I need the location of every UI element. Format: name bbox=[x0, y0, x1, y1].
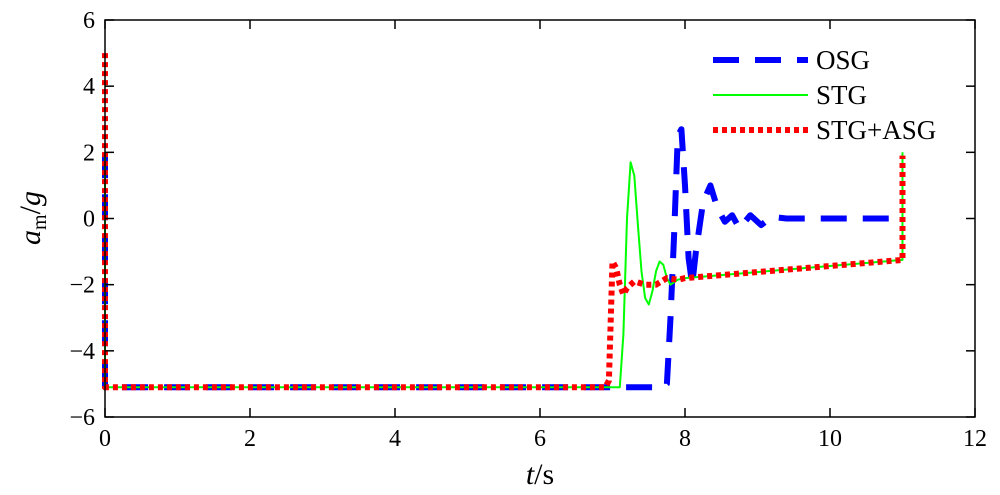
series-line-osg bbox=[102, 126, 903, 391]
y-tick-label: 6 bbox=[83, 8, 95, 34]
y-tick-label: 4 bbox=[83, 74, 95, 100]
x-tick-label: 10 bbox=[818, 426, 842, 452]
legend-label: STG bbox=[816, 80, 867, 110]
x-tick-label: 6 bbox=[534, 426, 546, 452]
legend: OSG STG STG+ASG bbox=[713, 45, 936, 145]
x-axis-label: t/s bbox=[526, 458, 554, 491]
x-axis-label-var: t bbox=[526, 458, 535, 491]
y-axis-label-sub: m bbox=[29, 214, 51, 230]
y-axis-label: am/g bbox=[14, 191, 51, 245]
legend-label: OSG bbox=[816, 45, 870, 75]
y-tick-label: 0 bbox=[83, 207, 95, 233]
x-tick-label: 2 bbox=[244, 426, 256, 452]
x-tick-label: 12 bbox=[963, 426, 987, 452]
y-tick-label: −6 bbox=[69, 405, 95, 431]
y-axis-label-slash: / bbox=[14, 205, 47, 214]
y-tick-label: −4 bbox=[69, 339, 95, 365]
y-axis-label-a: a bbox=[14, 230, 47, 245]
ticks-layer: 0 2 4 6 8 10 12 −6 −4 −2 0 2 4 6 bbox=[69, 8, 987, 452]
x-tick-label: 8 bbox=[679, 426, 691, 452]
legend-label: STG+ASG bbox=[816, 115, 936, 145]
y-tick-label: 2 bbox=[83, 140, 95, 166]
y-tick-label: −2 bbox=[69, 273, 95, 299]
x-tick-label: 0 bbox=[99, 426, 111, 452]
series-layer bbox=[102, 53, 906, 391]
y-axis-label-g: g bbox=[14, 191, 47, 206]
x-tick-label: 4 bbox=[389, 426, 401, 452]
x-axis-label-unit: /s bbox=[534, 458, 554, 491]
series-line-stg-asg bbox=[102, 53, 906, 391]
